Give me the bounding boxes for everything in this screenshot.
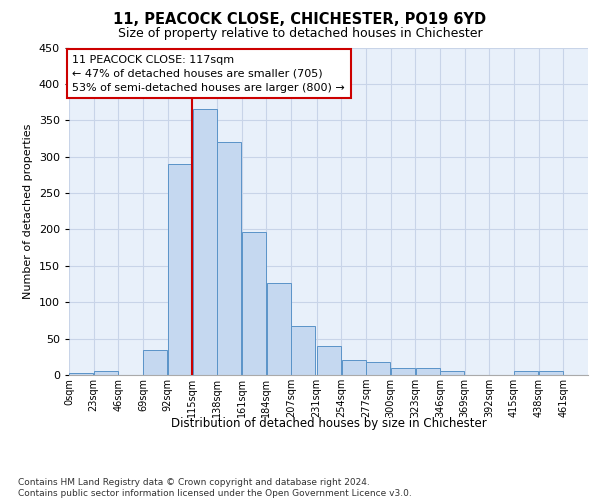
- Bar: [266, 282, 291, 375]
- Bar: [143, 350, 167, 375]
- Bar: [168, 164, 192, 375]
- Bar: [341, 360, 366, 375]
- Bar: [317, 346, 341, 375]
- Bar: [193, 110, 217, 375]
- Text: 11, PEACOCK CLOSE, CHICHESTER, PO19 6YD: 11, PEACOCK CLOSE, CHICHESTER, PO19 6YD: [113, 12, 487, 28]
- Y-axis label: Number of detached properties: Number of detached properties: [23, 124, 33, 299]
- Bar: [514, 372, 538, 375]
- Bar: [291, 326, 316, 375]
- Bar: [391, 368, 415, 375]
- Text: 11 PEACOCK CLOSE: 117sqm
← 47% of detached houses are smaller (705)
53% of semi-: 11 PEACOCK CLOSE: 117sqm ← 47% of detach…: [72, 55, 345, 93]
- Bar: [217, 142, 241, 375]
- Bar: [366, 362, 391, 375]
- Bar: [539, 372, 563, 375]
- Bar: [69, 373, 94, 375]
- Text: Distribution of detached houses by size in Chichester: Distribution of detached houses by size …: [171, 418, 487, 430]
- Bar: [94, 372, 118, 375]
- Text: Size of property relative to detached houses in Chichester: Size of property relative to detached ho…: [118, 28, 482, 40]
- Text: Contains HM Land Registry data © Crown copyright and database right 2024.
Contai: Contains HM Land Registry data © Crown c…: [18, 478, 412, 498]
- Bar: [242, 232, 266, 375]
- Bar: [440, 372, 464, 375]
- Bar: [416, 368, 440, 375]
